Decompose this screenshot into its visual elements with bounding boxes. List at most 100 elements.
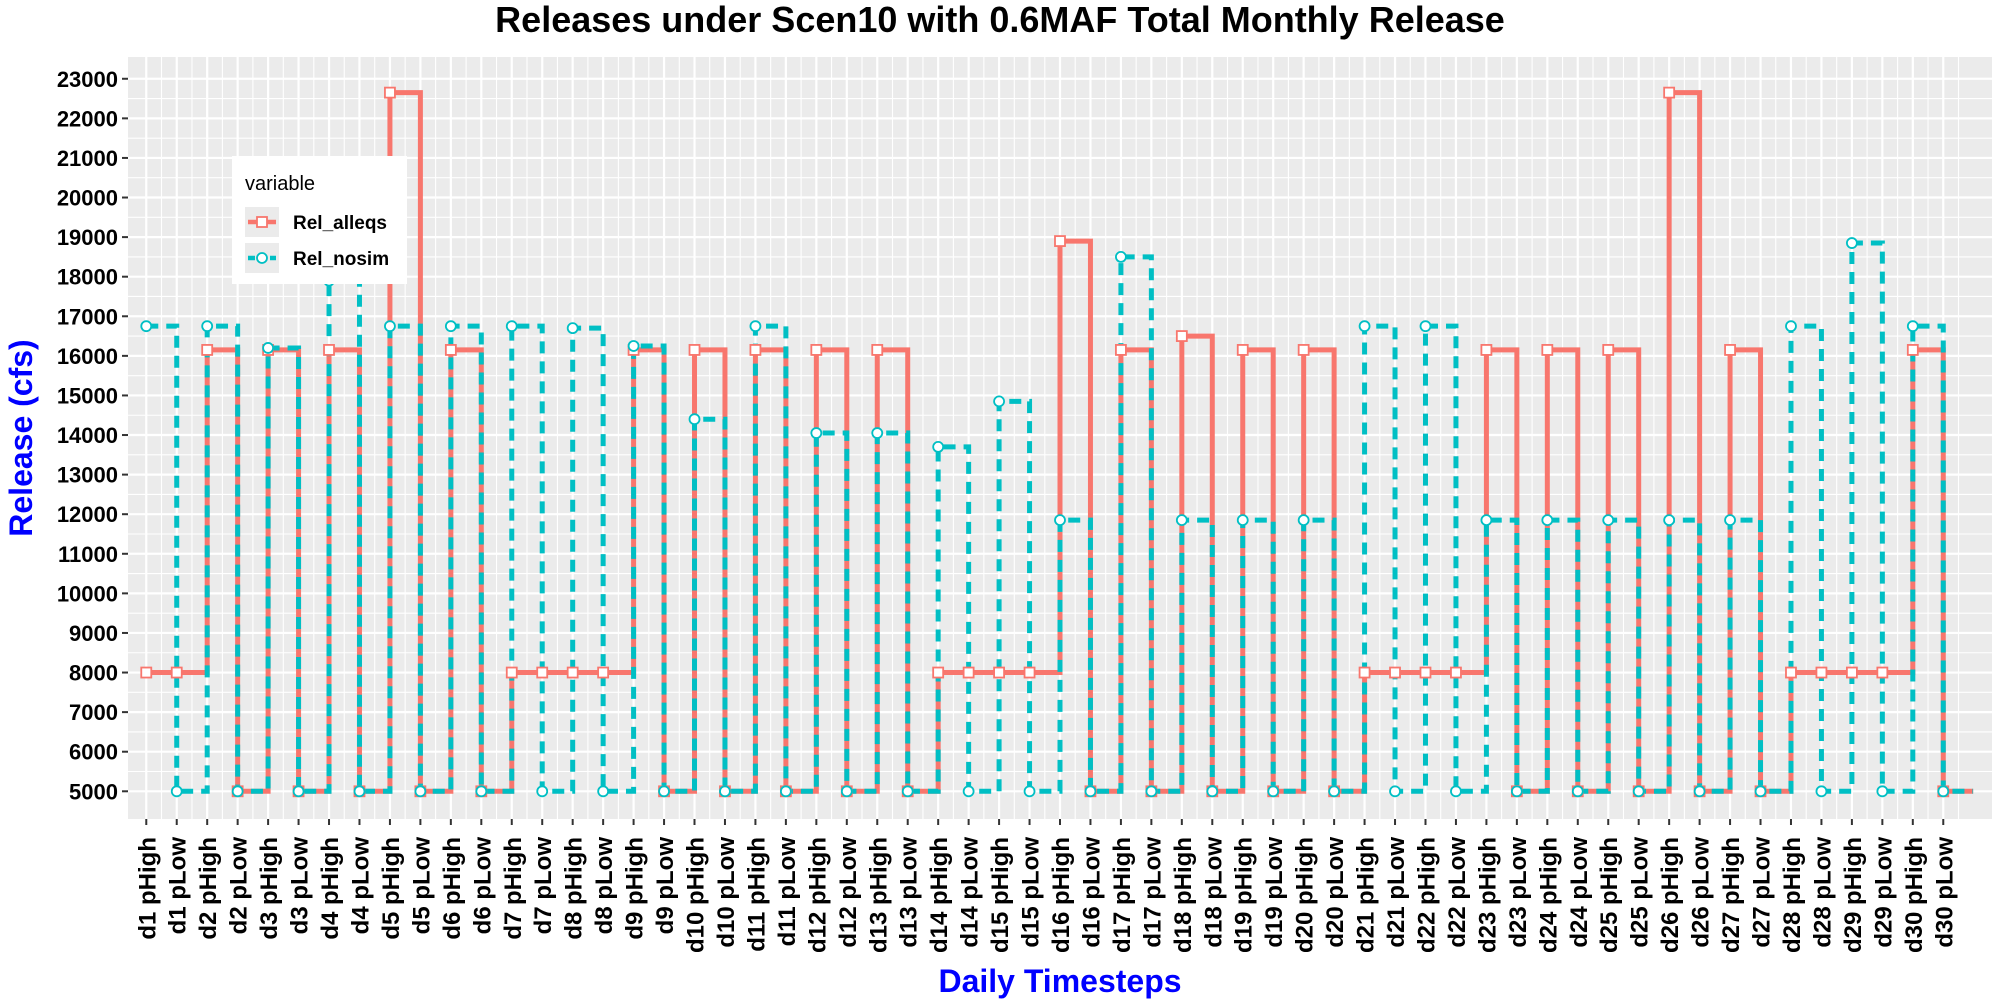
- data-point-square: [1724, 344, 1736, 356]
- x-tick-label: d3 pLow: [287, 837, 314, 935]
- data-point-square: [1480, 344, 1493, 356]
- x-tick-label: d12 pLow: [835, 837, 862, 948]
- x-tick-label: d22 pLow: [1444, 837, 1471, 948]
- x-tick-label: d21 pLow: [1383, 837, 1410, 948]
- data-point-circle: [840, 785, 853, 798]
- y-tick-label: 6000: [69, 740, 118, 765]
- x-tick-label: d14 pLow: [957, 837, 984, 948]
- data-point-square: [323, 344, 335, 356]
- x-tick-label: d19 pLow: [1261, 837, 1288, 948]
- data-point-square: [384, 86, 396, 99]
- legend-key-circle: [256, 252, 268, 264]
- y-tick-label: 15000: [57, 383, 118, 408]
- data-point-square: [1450, 666, 1462, 679]
- x-tick-label: d7 pLow: [530, 837, 557, 935]
- x-tick-label: d10 pHigh: [683, 837, 710, 953]
- data-point-circle: [1876, 785, 1889, 798]
- y-tick-label: 16000: [57, 344, 118, 369]
- data-point-circle: [1175, 514, 1188, 527]
- legend-label: Rel_alleqs: [293, 213, 387, 234]
- x-tick-label: d25 pLow: [1627, 837, 1654, 948]
- legend: variable Rel_alleqs Rel_nosim: [232, 156, 407, 284]
- y-tick-label: 11000: [58, 542, 118, 567]
- x-tick-label: d7 pHigh: [500, 837, 527, 940]
- x-tick-label: d26 pLow: [1688, 837, 1715, 948]
- x-tick-label: d18 pLow: [1200, 837, 1227, 948]
- y-tick-label: 21000: [57, 146, 118, 171]
- x-tick-label: d13 pHigh: [865, 837, 892, 953]
- y-tick-label: 9000: [69, 621, 118, 646]
- x-tick-label: d15 pLow: [1018, 837, 1045, 948]
- x-axis-label: Daily Timesteps: [938, 963, 1181, 999]
- x-tick-label: d24 pLow: [1566, 837, 1593, 948]
- x-tick-label: d2 pLow: [226, 837, 253, 935]
- data-point-circle: [1602, 514, 1615, 527]
- data-point-circle: [1815, 785, 1828, 798]
- x-tick-label: d16 pHigh: [1048, 837, 1075, 953]
- data-point-circle: [1510, 785, 1523, 798]
- data-point-circle: [292, 785, 305, 798]
- x-tick-label: d22 pHigh: [1413, 837, 1440, 953]
- x-tick-label: d4 pHigh: [317, 837, 344, 940]
- data-point-square: [810, 344, 823, 356]
- data-point-circle: [1145, 785, 1158, 798]
- data-point-square: [1845, 666, 1858, 679]
- y-tick-label: 5000: [69, 779, 118, 804]
- data-point-circle: [231, 785, 244, 798]
- x-tick-label: d8 pLow: [591, 837, 618, 935]
- series-markers: [140, 86, 1950, 798]
- data-point-circle: [1450, 785, 1462, 798]
- y-tick-label: 22000: [57, 106, 118, 131]
- x-tick-label: d6 pHigh: [439, 837, 466, 940]
- x-tick-label: d18 pHigh: [1170, 837, 1197, 953]
- x-tick-label: d17 pLow: [1139, 837, 1166, 948]
- data-point-square: [1054, 235, 1066, 247]
- data-point-square: [1236, 344, 1249, 356]
- data-point-square: [1358, 666, 1371, 679]
- legend-key-square: [256, 216, 268, 228]
- y-axis-ticks: 5000 6000 7000 8000 9000 10000 11000 12000 13000…: [57, 67, 128, 804]
- x-tick-label: d1 pLow: [165, 837, 192, 935]
- x-tick-label: d19 pHigh: [1231, 837, 1258, 953]
- data-point-circle: [1023, 785, 1036, 798]
- data-point-circle: [1480, 514, 1493, 527]
- data-point-circle: [475, 785, 488, 798]
- x-tick-label: d25 pHigh: [1596, 837, 1623, 953]
- y-tick-label: 20000: [57, 186, 118, 211]
- x-tick-label: d26 pHigh: [1657, 837, 1684, 953]
- data-point-circle: [536, 785, 549, 798]
- data-point-square: [1876, 666, 1889, 679]
- data-point-circle: [688, 413, 701, 426]
- x-tick-label: d12 pHigh: [804, 837, 831, 953]
- data-point-circle: [627, 340, 640, 352]
- y-tick-label: 17000: [57, 304, 118, 329]
- data-point-square: [444, 344, 457, 356]
- y-tick-label: 8000: [69, 661, 118, 686]
- y-tick-label: 14000: [57, 423, 118, 448]
- data-point-circle: [1389, 785, 1401, 798]
- x-tick-label: d23 pLow: [1505, 837, 1532, 948]
- x-tick-label: d23 pHigh: [1474, 837, 1501, 953]
- data-point-circle: [810, 427, 823, 439]
- data-point-circle: [201, 320, 214, 333]
- data-point-circle: [779, 785, 792, 798]
- x-tick-label: d20 pLow: [1322, 837, 1349, 948]
- x-tick-label: d4 pLow: [347, 837, 374, 935]
- x-tick-label: d24 pHigh: [1535, 837, 1562, 953]
- data-point-circle: [566, 322, 579, 335]
- x-tick-label: d20 pHigh: [1292, 837, 1319, 953]
- x-tick-label: d30 pLow: [1931, 837, 1958, 948]
- data-point-circle: [505, 320, 518, 333]
- data-point-square: [566, 666, 579, 679]
- x-tick-label: d16 pLow: [1078, 837, 1105, 948]
- x-tick-label: d29 pLow: [1870, 837, 1897, 948]
- x-tick-label: d17 pHigh: [1109, 837, 1136, 953]
- x-tick-label: d2 pHigh: [195, 837, 222, 940]
- x-tick-label: d13 pLow: [896, 837, 923, 948]
- data-point-square: [1906, 344, 1919, 356]
- data-point-square: [1602, 344, 1615, 356]
- x-tick-label: d11 pHigh: [743, 837, 770, 952]
- y-axis-label: Release (cfs): [3, 339, 39, 536]
- x-tick-label: d5 pHigh: [378, 837, 405, 940]
- y-tick-label: 18000: [57, 265, 118, 290]
